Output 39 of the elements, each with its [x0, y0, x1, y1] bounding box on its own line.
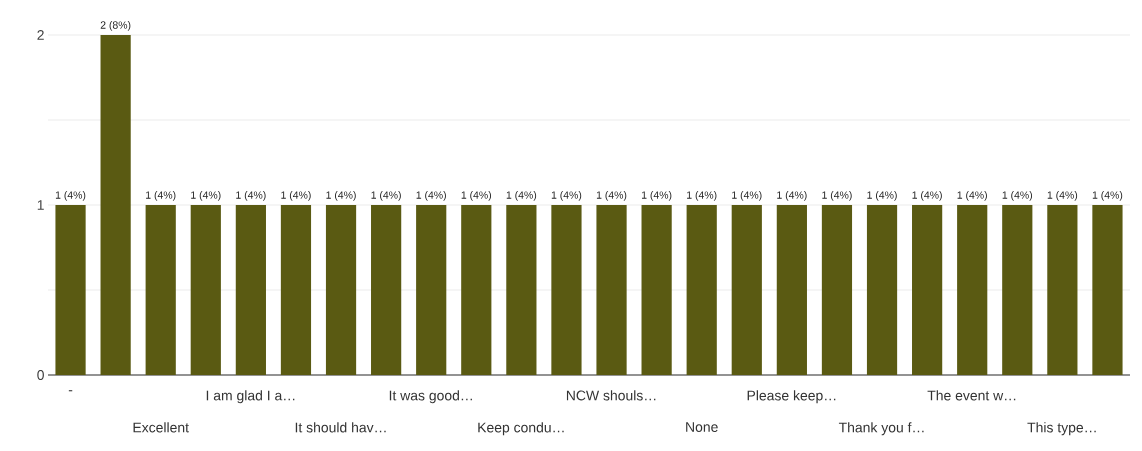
y-tick-label: 2 [37, 30, 44, 40]
y-tick-label: 0 [37, 370, 44, 380]
data-label: 1 (4%) [281, 191, 311, 201]
x-tick-label: It should hav… [295, 422, 386, 433]
data-label: 1 (4%) [416, 191, 446, 201]
x-tick-label: It was good… [389, 390, 472, 404]
x-tick-label: This type… [1027, 422, 1096, 436]
data-label: 1 (4%) [236, 191, 266, 201]
data-label: 1 (4%) [687, 191, 717, 201]
data-label: 1 (4%) [777, 191, 807, 201]
data-label: 1 (4%) [191, 191, 221, 201]
data-label: 1 (4%) [1047, 191, 1078, 201]
x-tick-label: Thank you f… [838, 422, 924, 436]
x-tick-label: - [68, 390, 73, 392]
data-label: 1 (4%) [732, 191, 762, 201]
data-label: 1 (4%) [1092, 191, 1123, 201]
data-label: 1 (4%) [506, 191, 537, 201]
data-label: 1 (4%) [867, 191, 897, 201]
x-tick-label: None [686, 422, 718, 432]
data-label: 1 (4%) [957, 191, 987, 201]
data-label: 1 (4%) [1002, 191, 1033, 201]
data-label: 1 (4%) [326, 191, 356, 201]
data-label: 1 (4%) [642, 191, 672, 201]
x-tick-label: Please keep… [747, 390, 836, 404]
data-label: 1 (4%) [146, 191, 176, 201]
y-tick-label: 1 [37, 200, 44, 210]
data-label: 1 (4%) [912, 191, 942, 201]
x-tick-label: The event w… [927, 390, 1016, 401]
x-tick-label: Keep condu… [478, 422, 564, 436]
data-label: 1 (4%) [371, 191, 401, 201]
data-label: 1 (4%) [551, 191, 582, 201]
data-label: 2 (8%) [100, 21, 131, 31]
x-tick-label: NCW shouls… [566, 390, 656, 401]
data-label: 1 (4%) [822, 191, 852, 201]
x-tick-label: I am glad I a… [206, 390, 295, 404]
data-label: 1 (4%) [55, 191, 86, 201]
x-tick-label: Excellent [133, 422, 189, 433]
data-label: 1 (4%) [596, 191, 627, 201]
data-label: 1 (4%) [461, 191, 492, 201]
